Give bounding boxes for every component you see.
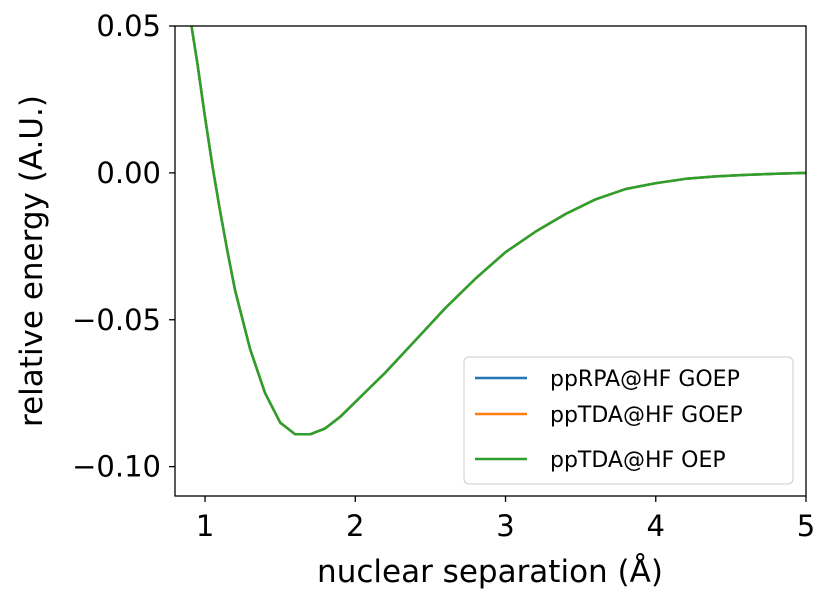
y-tick-label: 0.00 bbox=[96, 156, 161, 190]
x-tick-label: 1 bbox=[196, 509, 214, 543]
x-tick-label: 4 bbox=[647, 509, 665, 543]
legend-label-pptda-oep: ppTDA@HF OEP bbox=[550, 448, 726, 473]
y-tick-label: −0.10 bbox=[72, 450, 161, 484]
y-axis-label: relative energy (A.U.) bbox=[14, 95, 50, 427]
series-line-2 bbox=[190, 26, 806, 436]
legend-label-pptda-goep: ppTDA@HF GOEP bbox=[550, 403, 743, 428]
x-tick-label: 2 bbox=[346, 509, 364, 543]
legend-box bbox=[463, 356, 794, 485]
y-tick-label: 0.05 bbox=[96, 9, 161, 43]
legend-label-pprpa-goep: ppRPA@HF GOEP bbox=[550, 367, 740, 392]
y-tick-label: −0.05 bbox=[72, 303, 161, 337]
x-axis-ticks: 1 2 3 4 5 bbox=[196, 496, 815, 543]
plot-frame bbox=[174, 25, 807, 497]
y-axis-ticks: 0.05 0.00 −0.05 −0.10 bbox=[72, 9, 175, 484]
series-lines bbox=[190, 26, 806, 436]
legend: ppRPA@HF GOEP ppTDA@HF GOEP ppTDA@HF OEP bbox=[463, 356, 794, 485]
x-tick-label: 5 bbox=[797, 509, 815, 543]
x-tick-label: 3 bbox=[496, 509, 514, 543]
x-axis-label: nuclear separation (Å) bbox=[317, 554, 663, 590]
